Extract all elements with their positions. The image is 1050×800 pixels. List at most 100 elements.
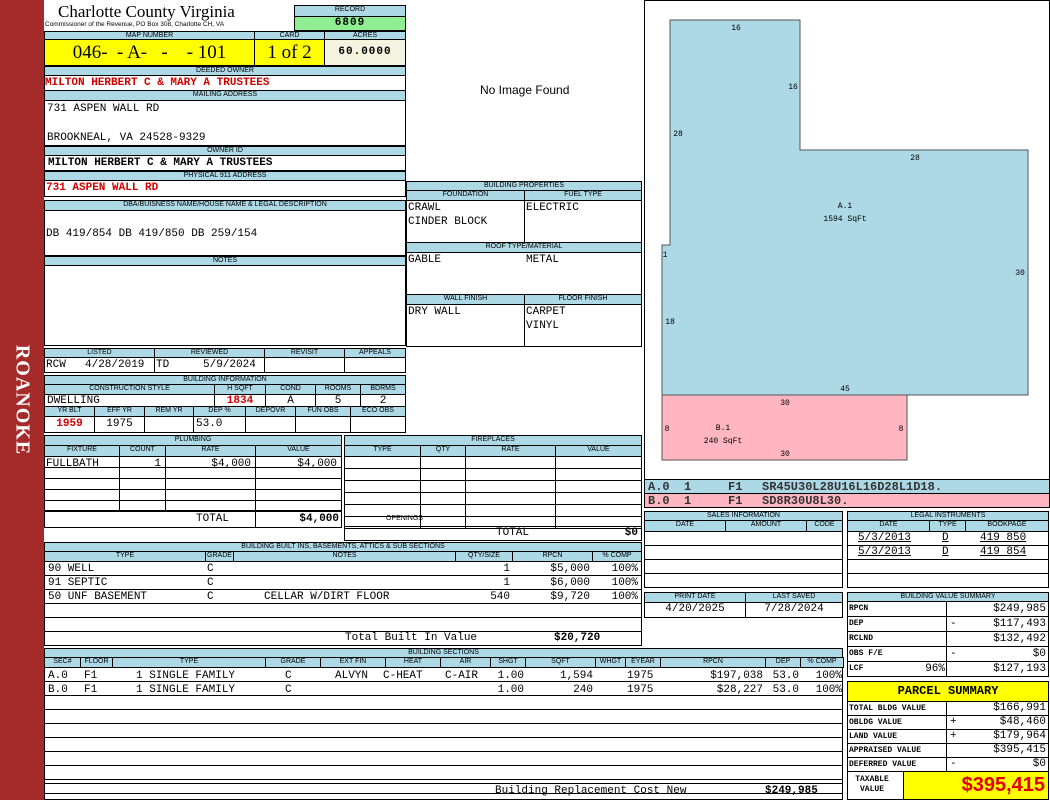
floor-box (524, 304, 642, 347)
value-summary-factor: 96% (925, 663, 945, 675)
building-sections-cell: C (285, 684, 292, 696)
parcel-summary-value: $395,415 (993, 744, 1046, 756)
building-info-value (295, 416, 351, 433)
sketch-command-cell: SD8R30U8L30. (762, 494, 849, 508)
mailing-address-box (44, 100, 406, 146)
card-value: 1 of 2 (254, 39, 325, 66)
built-ins-cell: C (207, 591, 214, 603)
page-title: Charlotte County Virginia (58, 2, 235, 21)
notes-box (44, 265, 406, 346)
building-sections-cell: B.0 (48, 684, 68, 696)
building-sections-row (44, 765, 843, 780)
fireplace-total-value: $0 (624, 527, 638, 539)
built-ins-cell: CELLAR W/DIRT FLOOR (264, 591, 390, 603)
built-ins-cell: 100% (611, 577, 638, 589)
building-sections-cell: 240 (573, 684, 593, 696)
foundation-value: CINDER BLOCK (408, 216, 488, 228)
built-ins-cell: 50 UNF BASEMENT (48, 591, 148, 603)
building-sections-cell: $197,038 (710, 670, 763, 682)
value-summary-label: OBS F/E (849, 649, 883, 658)
mailing-address-line1: 731 ASPEN WALL RD (47, 103, 160, 115)
parcel-summary-value: $166,991 (993, 702, 1046, 714)
value-summary-value: $0 (1032, 648, 1046, 660)
page-subtitle: Commissioner of the Revenue, PO Box 308,… (45, 21, 225, 28)
parcel-summary-value: $0 (1032, 758, 1046, 770)
owner-id-box (44, 155, 406, 171)
sketch-section-b (661, 394, 908, 461)
building-info-value: 1959 (44, 416, 95, 433)
built-ins-cell: C (207, 563, 214, 575)
built-ins-cell: 91 SEPTIC (48, 577, 108, 589)
sketch-command-cell: F1 (728, 480, 743, 494)
built-ins-cell: 90 WELL (48, 563, 95, 575)
sketch-dimension-label: 16 (788, 83, 798, 92)
value-summary-sign: - (950, 648, 957, 660)
value-summary-label: RPCN (849, 604, 869, 613)
sketch-command-cell: B.0 (648, 494, 670, 508)
parcel-summary-label: TOTAL BLDG VALUE (849, 704, 926, 713)
sketch-dimension-label: 8 (899, 425, 904, 434)
fireplace-total-row (344, 526, 642, 541)
sketch-dimension-label: 28 (673, 130, 683, 139)
sketch-dimension-label: 30 (1015, 269, 1025, 278)
legal-cell: 5/3/2013 (858, 532, 911, 544)
parcel-summary-title: PARCEL SUMMARY (847, 681, 1049, 702)
legal-cell: 419 850 (980, 532, 1027, 544)
replacement-cost-value: $249,985 (765, 785, 818, 797)
no-image-text: No Image Found (480, 83, 570, 97)
listing-cell (264, 357, 345, 373)
built-ins-cell: 1 (503, 563, 510, 575)
building-info-value (245, 416, 296, 433)
sales-row (644, 559, 843, 574)
parcel-summary-label: LAND VALUE (849, 732, 898, 741)
building-sections-cell: 53.0 (772, 670, 799, 682)
replacement-cost-label: Building Replacement Cost New (495, 785, 687, 797)
sketch-dimension-label: A.1 (838, 202, 853, 211)
floor-finish-value: CARPET (526, 306, 566, 318)
building-sections-cell: 100% (815, 670, 842, 682)
building-sections-cell: 100% (815, 684, 842, 696)
sketch-section-a (661, 19, 1029, 396)
last-saved-value: 7/28/2024 (745, 602, 843, 618)
parcel-summary-label: APPRAISED VALUE (849, 746, 922, 755)
legal-row (847, 559, 1049, 574)
sales-row (644, 573, 843, 588)
parcel-summary-sign: + (950, 716, 957, 728)
listed-date: 4/28/2019 (85, 359, 145, 371)
sketch-command-cell: 1 (684, 494, 692, 508)
physical-address-box (44, 180, 406, 197)
value-summary-value: $132,492 (993, 633, 1046, 645)
built-ins-cell: C (207, 577, 214, 589)
value-summary-label: LCF (849, 664, 864, 673)
plumbing-total-label: TOTAL (196, 513, 230, 525)
building-sections-row (44, 751, 843, 766)
plumbing-cell: FULLBATH (46, 458, 99, 470)
fuel-type-value: ELECTRIC (526, 202, 579, 214)
parcel-summary-label: DEFERRED VALUE (849, 760, 917, 769)
building-sections-cell: 1975 (627, 670, 654, 682)
building-sections-row (44, 709, 843, 724)
sketch-dimension-label: 240 SqFt (704, 437, 742, 446)
roof-material-value: METAL (526, 254, 560, 266)
plumbing-cell: 1 (154, 458, 161, 470)
fireplace-cell (555, 516, 642, 529)
plumbing-cell: $4,000 (211, 458, 251, 470)
parcel-summary-value: $48,460 (999, 716, 1046, 728)
building-sections-cell: 1975 (627, 684, 654, 696)
value-summary-sign: - (950, 618, 957, 630)
legal-cell: D (942, 546, 949, 558)
sketch-dimension-label: 1594 SqFt (823, 215, 866, 224)
building-sections-cell: A.0 (48, 670, 68, 682)
built-ins-cell: 1 (503, 577, 510, 589)
building-sections-cell: 1.00 (497, 670, 524, 682)
building-sections-cell: C-HEAT (383, 670, 423, 682)
value-summary-value-cell (946, 661, 1049, 677)
plumbing-total-value: $4,000 (299, 513, 339, 525)
sketch-frame (644, 0, 1050, 479)
value-summary-value: $249,985 (993, 603, 1046, 615)
value-summary-value: $117,493 (993, 618, 1046, 630)
building-sections-cell: ALVYN (335, 670, 369, 682)
taxable-value-label: TAXABLE VALUE (855, 775, 889, 794)
map-number-value: 046- - A- - - 101 (44, 39, 255, 66)
openings-label: OPENINGS (386, 515, 423, 522)
